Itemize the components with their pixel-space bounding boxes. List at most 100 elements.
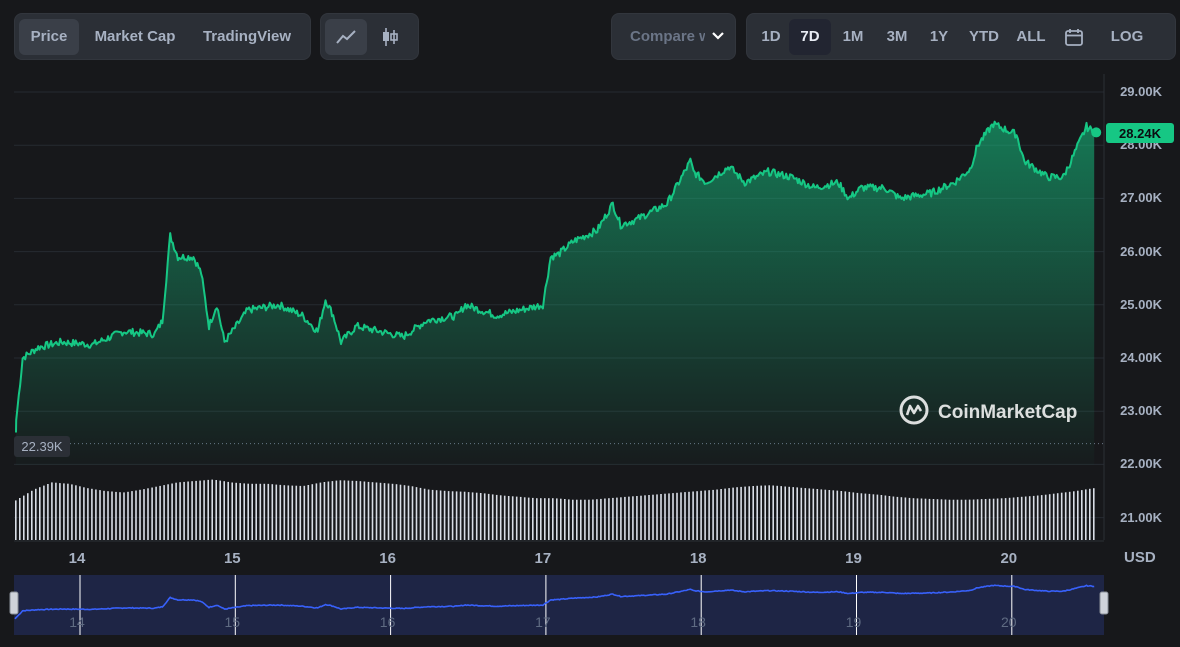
volume-bar <box>532 497 534 540</box>
volume-bar <box>327 481 330 540</box>
range-7d-button[interactable]: 7D <box>789 18 831 55</box>
volume-bar <box>812 488 815 540</box>
volume-bar <box>27 493 29 540</box>
volume-bar <box>896 496 899 540</box>
volume-bar <box>820 489 823 540</box>
volume-bar <box>1077 490 1079 540</box>
volume-bar <box>656 494 658 540</box>
volume-bar <box>752 486 754 540</box>
volume-bar <box>491 494 494 540</box>
volume-bar <box>572 499 574 540</box>
volume-bar <box>604 498 606 540</box>
volume-bar <box>612 497 614 540</box>
volume-bar <box>387 483 390 540</box>
volume-bar <box>784 486 786 540</box>
volume-bar <box>175 482 177 540</box>
volume-bar <box>996 498 999 540</box>
volume-bar <box>1060 492 1063 540</box>
volume-bar <box>648 495 650 540</box>
volume-bar <box>888 496 891 540</box>
volume-bar <box>199 480 201 540</box>
volume-bar <box>588 499 590 540</box>
line-chart-icon[interactable] <box>325 18 367 55</box>
volume-bar <box>487 493 490 540</box>
tab-price[interactable]: Price <box>19 18 79 55</box>
tab-market-cap[interactable]: Market Cap <box>94 28 176 45</box>
volume-bar <box>1004 498 1007 540</box>
navigator-x-tick-label: 19 <box>845 614 862 630</box>
volume-bar <box>1089 488 1091 540</box>
range-1m-button[interactable]: 1M <box>842 28 864 45</box>
volume-bar <box>732 487 734 540</box>
range-1y-button[interactable]: 1Y <box>929 28 949 45</box>
volume-bar <box>968 499 971 540</box>
volume-bar <box>375 482 378 540</box>
volume-bar <box>616 497 618 540</box>
calendar-icon[interactable] <box>1053 19 1095 55</box>
volume-bar <box>123 492 125 540</box>
volume-bar <box>836 490 839 540</box>
volume-bar <box>155 486 157 540</box>
volume-bar <box>872 494 875 540</box>
volume-bar <box>900 497 903 540</box>
volume-bar <box>263 483 266 540</box>
range-ytd-button[interactable]: YTD <box>969 28 999 45</box>
volume-bar <box>744 486 746 540</box>
volume-bar <box>255 483 257 540</box>
volume-bar <box>844 491 847 540</box>
compare-label: Compare with <box>630 28 705 45</box>
volume-bar <box>379 482 382 540</box>
x-tick-label: 19 <box>845 550 862 567</box>
volume-bar <box>692 491 694 540</box>
candlestick-icon[interactable] <box>367 19 413 55</box>
navigator-x-tick-label: 20 <box>1001 614 1017 630</box>
volume-bar <box>39 487 41 540</box>
volume-bar <box>303 485 306 540</box>
compare-dropdown[interactable]: Compare with <box>611 13 736 60</box>
volume-bar <box>31 490 33 540</box>
volume-bar <box>632 496 634 540</box>
volume-bar <box>852 492 855 540</box>
volume-bar <box>748 486 750 540</box>
volume-bar <box>295 485 298 540</box>
volume-bar <box>107 491 109 540</box>
volume-bar <box>383 483 386 540</box>
current-price-label: 28.24K <box>1119 125 1161 141</box>
volume-bar <box>447 491 450 540</box>
volume-bar <box>495 494 498 540</box>
volume-bar <box>916 498 919 540</box>
volume-bar <box>211 479 213 540</box>
volume-bar <box>724 488 726 540</box>
volume-bar <box>35 488 37 540</box>
volume-bar <box>479 493 482 540</box>
range-all-button[interactable]: ALL <box>1016 28 1046 45</box>
volume-bar <box>115 491 117 540</box>
volume-bar <box>860 493 863 540</box>
y-tick-label: 22.00K <box>1120 456 1162 472</box>
log-scale-button[interactable]: LOG <box>1110 28 1144 45</box>
range-1d-button[interactable]: 1D <box>761 28 781 45</box>
volume-bar <box>103 490 105 540</box>
tab-tradingview[interactable]: TradingView <box>202 28 292 45</box>
watermark-text: CoinMarketCap <box>938 401 1078 423</box>
volume-bar <box>804 488 807 540</box>
volume-bar <box>808 488 811 540</box>
volume-bar <box>908 497 911 540</box>
volume-bar <box>127 491 129 540</box>
coinmarketcap-logo-icon <box>898 394 930 431</box>
range-3m-button[interactable]: 3M <box>886 28 908 45</box>
volume-bar <box>323 482 326 540</box>
volume-bar <box>519 496 522 540</box>
volume-bar <box>988 498 991 540</box>
volume-bar <box>395 484 398 540</box>
volume-bar <box>139 489 141 540</box>
volume-bar <box>15 500 17 540</box>
view-tabs-group: Price Market Cap TradingView <box>14 13 311 60</box>
volume-bar <box>788 486 790 540</box>
volume-bar <box>964 499 967 540</box>
chevron-down-icon <box>711 28 725 46</box>
volume-bar <box>624 496 626 540</box>
x-tick-label: 16 <box>379 550 396 567</box>
volume-bar <box>467 492 470 540</box>
volume-bar <box>251 483 253 540</box>
